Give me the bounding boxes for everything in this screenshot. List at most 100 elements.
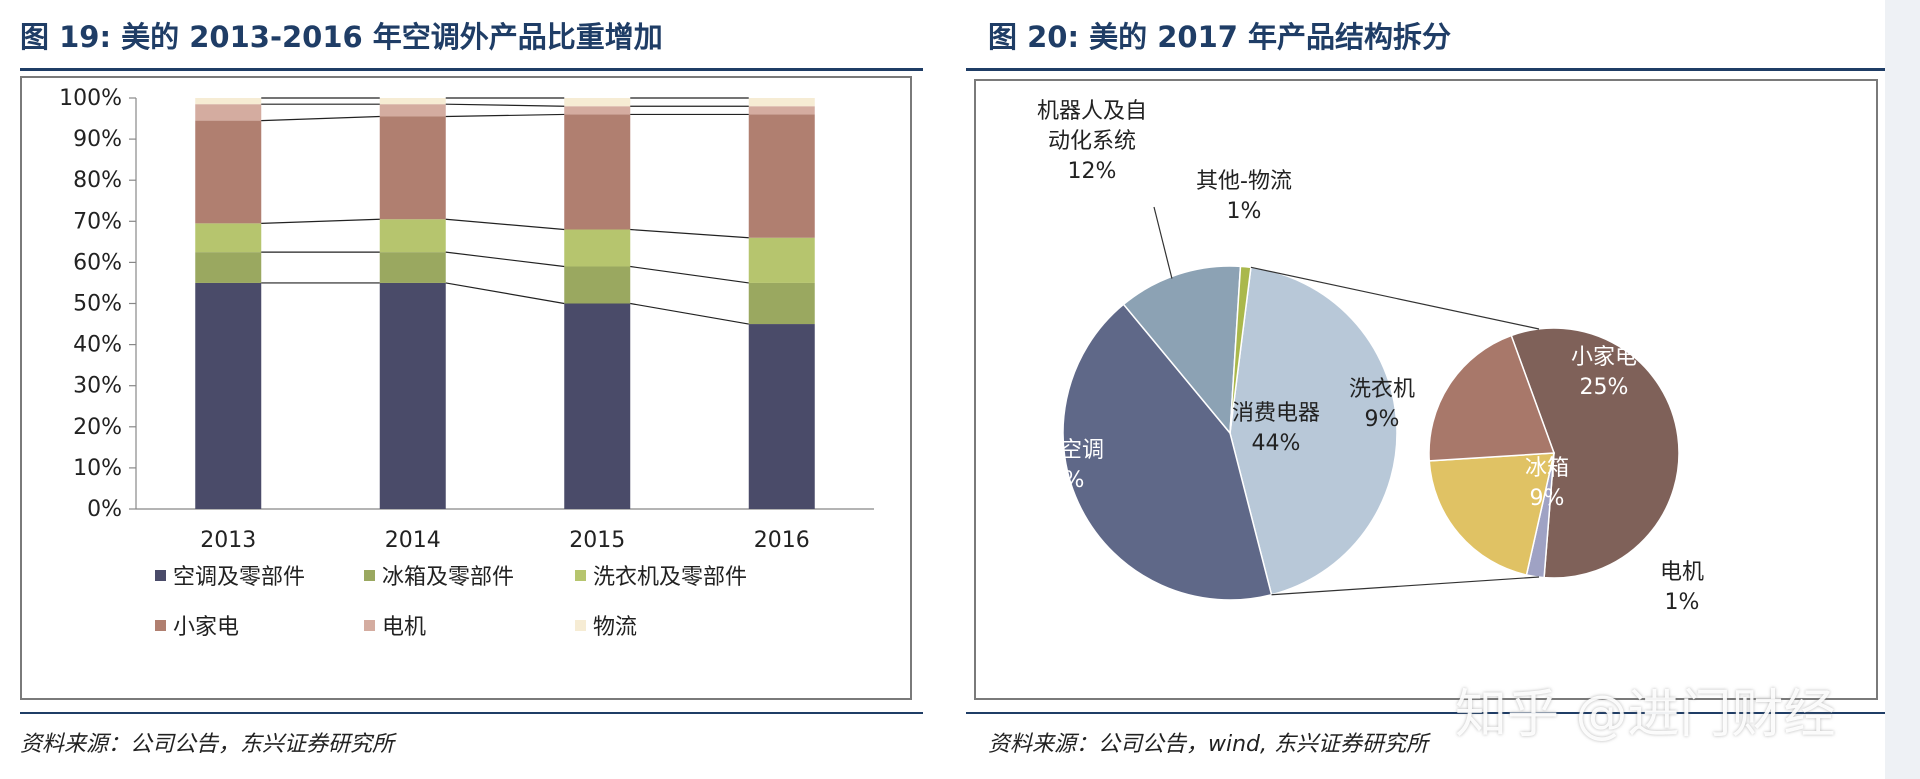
y-tick-label: 50% <box>73 292 122 317</box>
bar-segment <box>379 98 446 105</box>
legend-label: 冰箱及零部件 <box>382 565 514 590</box>
legend-swatch <box>575 570 586 581</box>
bar-segment <box>379 252 446 283</box>
watermark: 知乎 @进门财经 <box>1455 685 1836 745</box>
bar-segment <box>379 104 446 117</box>
y-tick-label: 40% <box>73 333 122 358</box>
series-connector-line <box>445 113 565 118</box>
series-connector-line <box>445 282 565 305</box>
pie-slice-label: 机器人及自 <box>1037 99 1147 124</box>
right-source-rule <box>966 712 1885 714</box>
bar-segment <box>748 282 815 325</box>
bar-segment <box>195 104 262 121</box>
left-figure-title: 图 19: 美的 2013-2016 年空调外产品比重增加 <box>20 20 663 54</box>
pie-slice <box>1229 265 1252 434</box>
y-tick-label: 30% <box>73 374 122 399</box>
legend-label: 物流 <box>593 615 637 640</box>
series-connector-line <box>445 218 565 231</box>
legend-label: 空调及零部件 <box>173 565 305 590</box>
bar-segment <box>195 282 262 509</box>
left-source-note: 资料来源：公司公告，东兴证券研究所 <box>20 732 395 757</box>
pie-slice <box>1122 265 1242 435</box>
pie-slice-label: 其他-物流 <box>1196 169 1292 194</box>
y-tick-label: 80% <box>73 168 122 193</box>
pie-slice <box>1062 303 1273 601</box>
breakout-connector-line <box>1250 266 1540 330</box>
pie-slice-label: 1% <box>1227 199 1262 224</box>
pie-slice-label: 暖通空调 <box>1016 438 1104 463</box>
bar-segment <box>748 106 815 115</box>
legend-swatch <box>364 570 375 581</box>
x-tick-label: 2014 <box>385 528 441 553</box>
bar-segment <box>379 219 446 253</box>
bar-segment <box>748 324 815 509</box>
bar-segment <box>564 106 631 115</box>
bar-segment <box>195 98 262 105</box>
bar-segment <box>195 120 262 224</box>
label-leader-line <box>1153 206 1173 279</box>
bar-segment <box>379 282 446 509</box>
breakout-slice <box>1510 327 1680 579</box>
x-tick-label: 2016 <box>754 528 810 553</box>
pie-panel: 消费电器 44% 暖通空调 43% 机器人及自动化系统 12% 其他-物流 1% 小家电 25% 电… <box>974 79 1878 700</box>
bar-segment <box>564 229 631 267</box>
y-tick-label: 0% <box>87 497 122 522</box>
breakout-slice-label: 电机 <box>1660 560 1704 585</box>
bar-segment <box>379 116 446 220</box>
bar-segment <box>748 114 815 238</box>
breakout-slice-label: 9% <box>1530 486 1565 511</box>
pie-slice <box>1229 266 1398 596</box>
breakout-slice <box>1428 334 1556 462</box>
breakout-slice-label: 洗衣机 <box>1349 377 1415 402</box>
breakout-connector-line <box>1271 576 1540 596</box>
legend-label: 小家电 <box>173 615 239 640</box>
stacked-bar-chart: 0% 10% 20% 30% 40% 50% 60% 70% 80% 90% 100% 2013 201… <box>59 86 874 640</box>
bar-segment <box>564 266 631 304</box>
stacked-bar-panel: 0% 10% 20% 30% 40% 50% 60% 70% 80% 90% 100% 2013 201… <box>20 76 912 700</box>
series-connector-line <box>630 228 749 239</box>
breakout-slice-label: 冰箱 <box>1525 456 1569 481</box>
y-tick-label: 60% <box>73 250 122 275</box>
breakout-slice-label: 小家电 <box>1571 345 1637 370</box>
legend-label: 洗衣机及零部件 <box>593 565 747 590</box>
breakout-slice-label: 9% <box>1365 407 1400 432</box>
bar-segment <box>564 114 631 230</box>
series-connector-line <box>445 251 565 268</box>
right-figure-title: 图 20: 美的 2017 年产品结构拆分 <box>988 20 1452 54</box>
left-source-rule <box>20 712 923 714</box>
bar-segment <box>748 237 815 283</box>
y-tick-label: 70% <box>73 209 122 234</box>
x-tick-label: 2013 <box>200 528 256 553</box>
pie-slice-label: 44% <box>1252 431 1301 456</box>
bar-segment <box>564 303 631 509</box>
y-tick-label: 100% <box>59 86 122 111</box>
pie-slice-label: 消费电器 <box>1232 401 1320 426</box>
legend-label: 电机 <box>382 615 426 640</box>
legend-swatch <box>575 620 586 631</box>
series-connector-line <box>261 115 380 122</box>
bar-segment <box>195 252 262 283</box>
breakout-slice <box>1428 452 1555 576</box>
x-tick-label: 2015 <box>569 528 625 553</box>
legend-swatch <box>155 570 166 581</box>
bar-segment <box>195 223 262 253</box>
y-tick-label: 10% <box>73 456 122 481</box>
breakout-slice-label: 1% <box>1665 590 1700 615</box>
pie-slice-label: 动化系统 <box>1048 129 1136 154</box>
legend-swatch <box>364 620 375 631</box>
pie-slice-label: 12% <box>1068 159 1117 184</box>
series-connector-line <box>445 103 565 107</box>
series-connector-line <box>630 302 749 325</box>
y-tick-label: 20% <box>73 415 122 440</box>
pie-slice-label: 43% <box>1036 468 1085 493</box>
bar-segment <box>748 98 815 107</box>
legend-swatch <box>155 620 166 631</box>
y-tick-label: 90% <box>73 127 122 152</box>
right-source-note: 资料来源：公司公告，wind, 东兴证券研究所 <box>988 732 1429 757</box>
page-gutter <box>1885 0 1920 779</box>
bar-segment <box>564 98 631 107</box>
breakout-slice-label: 25% <box>1580 375 1629 400</box>
series-connector-line <box>630 265 749 284</box>
right-title-rule <box>966 68 1885 71</box>
